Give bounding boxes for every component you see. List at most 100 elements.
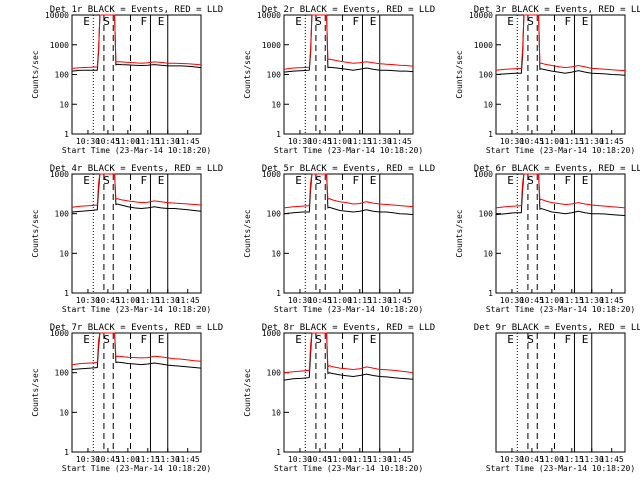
x-tick-label: 10:45 bbox=[308, 455, 332, 464]
plot-frame bbox=[495, 173, 626, 294]
y-tick-label: 10 bbox=[271, 100, 281, 109]
marker-letter: S bbox=[315, 333, 322, 346]
y-axis-label: Counts/sec bbox=[243, 368, 252, 416]
marker-letter: F bbox=[352, 174, 359, 187]
x-tick-label: 10:45 bbox=[520, 296, 544, 305]
x-tick-label: 11:30 bbox=[368, 137, 392, 146]
x-tick-label: 11:45 bbox=[600, 455, 624, 464]
series-line-lld bbox=[283, 332, 414, 374]
y-tick-label: 1 bbox=[488, 289, 493, 298]
y-tick-label: 100 bbox=[479, 71, 494, 80]
y-axis-label: Counts/sec bbox=[31, 209, 40, 257]
marker-letter: E bbox=[370, 174, 377, 187]
y-tick-label: 1 bbox=[276, 289, 281, 298]
panel-title: Det 9r BLACK = Events, RED = LLD bbox=[474, 323, 640, 333]
x-axis-label: Start Time (23-Mar-14 10:18:20) bbox=[62, 305, 211, 314]
x-axis-label: Start Time (23-Mar-14 10:18:20) bbox=[62, 464, 211, 473]
marker-letter: E bbox=[507, 174, 514, 187]
x-tick-label: 11:45 bbox=[600, 296, 624, 305]
marker-letter: E bbox=[582, 174, 589, 187]
series-line-events bbox=[71, 173, 202, 213]
marker-letter: E bbox=[295, 333, 302, 346]
x-tick-label: 11:15 bbox=[560, 296, 584, 305]
panel-title: Det 7r BLACK = Events, RED = LLD bbox=[50, 323, 223, 333]
y-tick-label: 100 bbox=[267, 71, 282, 80]
panel-title: Det 2r BLACK = Events, RED = LLD bbox=[262, 5, 435, 15]
marker-letter: S bbox=[315, 15, 322, 28]
y-tick-label: 1000 bbox=[262, 170, 281, 179]
series-line-lld bbox=[283, 14, 414, 70]
panel-title: Det 1r BLACK = Events, RED = LLD bbox=[50, 5, 223, 15]
x-tick-label: 11:15 bbox=[348, 137, 372, 146]
x-tick-label: 10:45 bbox=[520, 137, 544, 146]
x-tick-label: 10:45 bbox=[96, 296, 120, 305]
x-tick-label: 11:45 bbox=[176, 296, 200, 305]
marker-letter: E bbox=[582, 15, 589, 28]
y-tick-label: 10 bbox=[483, 249, 493, 258]
marker-letter: E bbox=[370, 15, 377, 28]
x-tick-label: 11:00 bbox=[328, 296, 352, 305]
marker-letter: E bbox=[83, 15, 90, 28]
series-line-events bbox=[283, 173, 414, 216]
x-tick-label: 11:45 bbox=[600, 137, 624, 146]
y-tick-label: 10000 bbox=[257, 11, 281, 20]
marker-letter: E bbox=[83, 174, 90, 187]
x-tick-label: 11:30 bbox=[580, 455, 604, 464]
x-tick-label: 11:00 bbox=[328, 455, 352, 464]
y-tick-label: 1000 bbox=[262, 41, 281, 50]
panel-title: Det 5r BLACK = Events, RED = LLD bbox=[262, 164, 435, 174]
y-axis-label: Counts/sec bbox=[243, 209, 252, 257]
plot-frame bbox=[283, 14, 414, 135]
y-tick-label: 1000 bbox=[474, 41, 493, 50]
panel-det-1: Det 1r BLACK = Events, RED = LLD 1 10 100 10… bbox=[31, 5, 223, 155]
marker-letter: S bbox=[103, 174, 110, 187]
x-tick-label: 11:15 bbox=[136, 296, 160, 305]
marker-letter: S bbox=[527, 15, 534, 28]
series-line-events bbox=[495, 173, 626, 216]
series-line-lld bbox=[495, 173, 626, 209]
y-tick-label: 1 bbox=[488, 130, 493, 139]
marker-letter: F bbox=[140, 174, 147, 187]
y-tick-label: 10000 bbox=[45, 11, 69, 20]
y-tick-label: 10 bbox=[59, 408, 69, 417]
x-axis-label: Start Time (23-Mar-14 10:18:20) bbox=[274, 464, 423, 473]
x-tick-label: 10:30 bbox=[288, 455, 312, 464]
series-line-events bbox=[495, 14, 626, 76]
x-axis-label: Start Time (23-Mar-14 10:18:20) bbox=[486, 464, 635, 473]
x-tick-label: 11:00 bbox=[116, 296, 140, 305]
x-tick-label: 10:30 bbox=[76, 137, 100, 146]
plot-frame bbox=[71, 173, 202, 294]
y-tick-label: 100 bbox=[267, 210, 282, 219]
y-tick-label: 1000 bbox=[50, 329, 69, 338]
panel-det-7: Det 7r BLACK = Events, RED = LLD 1 10 100 10… bbox=[31, 323, 223, 473]
x-tick-label: 10:30 bbox=[288, 137, 312, 146]
series-line-lld bbox=[71, 332, 202, 366]
marker-letter: E bbox=[507, 333, 514, 346]
marker-letter: F bbox=[564, 15, 571, 28]
marker-letter: S bbox=[527, 174, 534, 187]
x-tick-label: 10:45 bbox=[520, 455, 544, 464]
x-tick-label: 10:30 bbox=[500, 455, 524, 464]
y-tick-label: 10 bbox=[59, 100, 69, 109]
x-tick-label: 10:30 bbox=[76, 296, 100, 305]
x-tick-label: 10:45 bbox=[96, 455, 120, 464]
series-line-lld bbox=[71, 14, 202, 69]
marker-letter: E bbox=[295, 174, 302, 187]
y-tick-label: 100 bbox=[267, 369, 282, 378]
marker-letter: E bbox=[582, 333, 589, 346]
marker-letter: F bbox=[352, 15, 359, 28]
marker-letter: F bbox=[564, 333, 571, 346]
panel-det-2: Det 2r BLACK = Events, RED = LLD 1 10 100 10… bbox=[243, 5, 435, 155]
plot-frame bbox=[71, 332, 202, 453]
y-tick-label: 10 bbox=[483, 100, 493, 109]
x-tick-label: 11:30 bbox=[156, 455, 180, 464]
plot-frame bbox=[283, 173, 414, 294]
x-tick-label: 11:00 bbox=[116, 137, 140, 146]
x-tick-label: 11:15 bbox=[560, 455, 584, 464]
panel-det-5: Det 5r BLACK = Events, RED = LLD 1 10 100 10… bbox=[243, 164, 435, 314]
x-tick-label: 11:30 bbox=[580, 137, 604, 146]
x-tick-label: 10:45 bbox=[96, 137, 120, 146]
x-tick-label: 11:30 bbox=[580, 296, 604, 305]
marker-letter: S bbox=[315, 174, 322, 187]
